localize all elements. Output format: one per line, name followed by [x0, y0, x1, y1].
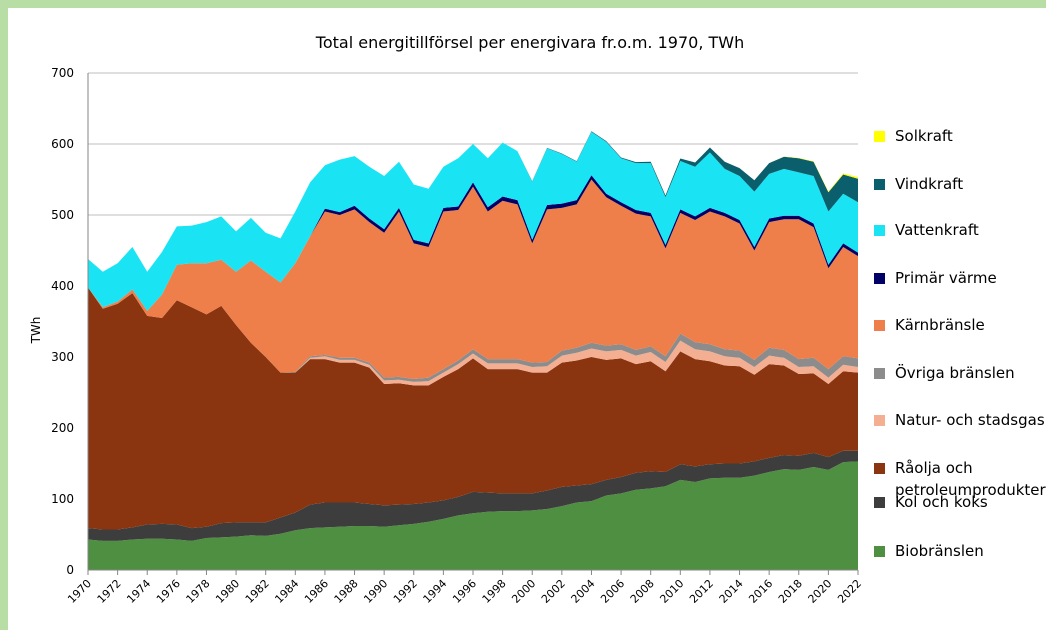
x-tick-label: 1972: [95, 577, 124, 606]
legend-item: Övriga bränslen: [874, 362, 1046, 384]
area: [88, 461, 858, 570]
legend-item: Solkraft: [874, 125, 1046, 147]
legend-item: Kol och koks: [874, 491, 1046, 513]
x-tick-label: 1976: [154, 577, 183, 606]
x-tick-label: 2012: [687, 577, 716, 606]
legend-label: Vattenkraft: [895, 221, 979, 239]
area: [88, 179, 858, 380]
legend-label: Kol och koks: [895, 493, 988, 511]
x-tick-label: 2000: [509, 577, 538, 606]
legend-swatch: [874, 463, 885, 474]
legend-swatch: [874, 273, 885, 284]
legend-label: Övriga bränslen: [895, 364, 1015, 382]
legend-label: Råolja och petroleumprodukter: [895, 459, 1046, 499]
y-tick-label: 700: [51, 66, 74, 80]
legend-label: Natur- och stadsgas: [895, 411, 1045, 429]
x-tick-label: 1980: [213, 577, 242, 606]
x-tick-label: 2010: [657, 577, 686, 606]
y-tick-label: 500: [51, 208, 74, 222]
legend-label: Vindkraft: [895, 175, 964, 193]
legend-item: Råolja och petroleumprodukter: [874, 457, 1046, 501]
x-tick-label: 1970: [65, 577, 94, 606]
legend-swatch: [874, 368, 885, 379]
legend-swatch: [874, 320, 885, 331]
x-tick-label: 1996: [450, 577, 479, 606]
y-tick-label: 100: [51, 492, 74, 506]
x-tick-label: 2016: [746, 577, 775, 606]
y-tick-label: 200: [51, 421, 74, 435]
x-tick-label: 2022: [835, 577, 864, 606]
legend: Biobränslen Kol och koks Råolja och petrol…: [874, 8, 1046, 630]
x-tick-label: 2018: [776, 577, 805, 606]
x-tick-label: 1988: [332, 577, 361, 606]
x-tick-label: 1984: [272, 577, 301, 606]
legend-swatch: [874, 546, 885, 557]
chart-title: Total energitillförsel per energivara fr…: [315, 33, 744, 52]
x-tick-label: 1978: [184, 577, 213, 606]
legend-item: Vattenkraft: [874, 219, 1046, 241]
legend-item: Kärnbränsle: [874, 314, 1046, 336]
x-tick-label: 2008: [628, 577, 657, 606]
x-tick-label: 1982: [243, 577, 272, 606]
legend-item: Vindkraft: [874, 173, 1046, 195]
legend-label: Biobränslen: [895, 542, 984, 560]
area: [88, 450, 858, 541]
legend-swatch: [874, 225, 885, 236]
legend-swatch: [874, 131, 885, 142]
x-tick-label: 2002: [539, 577, 568, 606]
x-tick-label: 1990: [361, 577, 390, 606]
x-tick-label: 1992: [391, 577, 420, 606]
x-tick-label: 1974: [124, 577, 153, 606]
y-axis-label: TWh: [29, 317, 43, 345]
x-tick-label: 2006: [598, 577, 627, 606]
legend-label: Primär värme: [895, 269, 997, 287]
x-tick-label: 2014: [717, 577, 746, 606]
chart: Total energitillförsel per energivara fr…: [29, 33, 864, 606]
legend-swatch: [874, 179, 885, 190]
legend-item: Biobränslen: [874, 540, 1046, 562]
y-tick-label: 600: [51, 137, 74, 151]
area: [88, 287, 858, 382]
y-tick-label: 300: [51, 350, 74, 364]
chart-frame: Total energitillförsel per energivara fr…: [8, 8, 1046, 630]
legend-label: Solkraft: [895, 127, 953, 145]
x-tick-label: 1986: [302, 577, 331, 606]
legend-item: Natur- och stadsgas: [874, 409, 1046, 431]
area: [88, 287, 858, 530]
area: [88, 131, 858, 311]
legend-label: Kärnbränsle: [895, 316, 985, 334]
x-tick-label: 1998: [480, 577, 509, 606]
x-tick-label: 1994: [421, 577, 450, 606]
legend-swatch: [874, 415, 885, 426]
x-tick-label: 2020: [806, 577, 835, 606]
x-tick-label: 2004: [569, 577, 598, 606]
y-tick-label: 0: [66, 563, 74, 577]
y-tick-label: 400: [51, 279, 74, 293]
legend-item: Primär värme: [874, 267, 1046, 289]
legend-swatch: [874, 497, 885, 508]
